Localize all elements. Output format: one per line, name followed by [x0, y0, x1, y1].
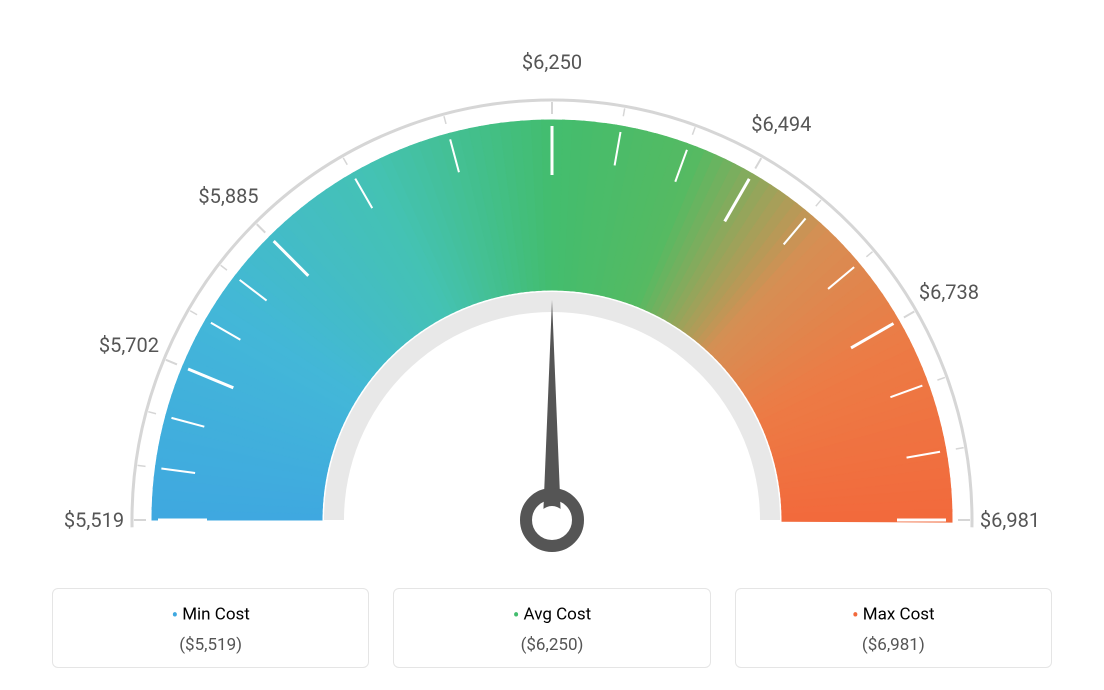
dot-icon: • — [513, 603, 520, 627]
legend-max-label: Max Cost — [863, 604, 935, 624]
gauge-tick-label: $6,250 — [522, 50, 582, 74]
legend-avg-value: ($6,250) — [404, 635, 699, 655]
gauge-tick-label: $6,738 — [919, 280, 979, 304]
legend-avg: •Avg Cost ($6,250) — [393, 588, 710, 668]
legend-min: •Min Cost ($5,519) — [52, 588, 369, 668]
legend-min-title: •Min Cost — [63, 603, 358, 627]
legend-row: •Min Cost ($5,519) •Avg Cost ($6,250) •M… — [52, 588, 1052, 668]
gauge-svg — [52, 10, 1052, 570]
cost-gauge: $5,519 $5,702 $5,885 $6,250 $6,494 $6,738 $6,9… — [52, 10, 1052, 570]
dot-icon: • — [171, 603, 178, 627]
gauge-tick-label: $5,702 — [99, 333, 159, 357]
gauge-tick-label: $5,885 — [198, 184, 258, 208]
gauge-tick-label: $6,494 — [751, 112, 811, 136]
gauge-tick-label: $6,981 — [980, 508, 1040, 532]
legend-max: •Max Cost ($6,981) — [735, 588, 1052, 668]
gauge-needle — [543, 300, 561, 520]
legend-min-value: ($5,519) — [63, 635, 358, 655]
legend-max-title: •Max Cost — [746, 603, 1041, 627]
legend-avg-label: Avg Cost — [524, 604, 592, 624]
legend-min-label: Min Cost — [182, 604, 250, 624]
legend-max-value: ($6,981) — [746, 635, 1041, 655]
dot-icon: • — [852, 603, 859, 627]
gauge-tick-label: $5,519 — [64, 508, 124, 532]
legend-avg-title: •Avg Cost — [404, 603, 699, 627]
